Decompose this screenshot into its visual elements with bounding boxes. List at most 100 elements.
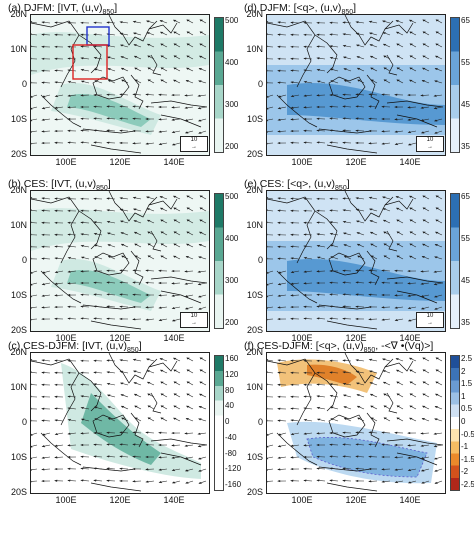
reference-vector-box: 10 → <box>180 312 208 328</box>
wind-arrow-head <box>146 208 151 211</box>
wind-arrow-head <box>396 255 401 258</box>
wind-arrow-head <box>316 244 321 248</box>
wind-arrow-head <box>31 271 33 274</box>
wind-arrow-head <box>160 417 165 420</box>
wind-arrow-head <box>54 479 58 482</box>
wind-arrow-head <box>316 209 320 212</box>
wind-arrow-head <box>186 67 190 70</box>
wind-arrow-head <box>303 117 307 121</box>
wind-arrow-head <box>199 381 203 384</box>
lat-tick-label: 10N <box>10 382 27 392</box>
wind-arrow-head <box>355 467 359 470</box>
wind-arrow-head <box>277 107 282 110</box>
wind-arrow-head <box>290 317 294 320</box>
wind-arrow-head <box>106 382 111 385</box>
wind-arrow-head <box>409 369 413 372</box>
wind-arrow-head <box>67 209 71 212</box>
wind-arrow-head <box>342 220 347 223</box>
wind-vectors <box>31 357 207 484</box>
wind-arrow-head <box>434 244 439 247</box>
wind-arrow-head <box>160 67 165 70</box>
wind-arrow-head <box>119 141 123 145</box>
wind-arrow-head <box>433 94 437 97</box>
coast-segment <box>396 452 438 466</box>
wind-arrow-head <box>184 119 189 122</box>
wind-arrow <box>267 372 274 374</box>
wind-arrow-head <box>132 269 136 272</box>
coast-segment <box>130 250 144 286</box>
coast-segment <box>276 432 318 466</box>
wind-arrow-head <box>381 93 385 96</box>
coast-segment <box>384 22 414 34</box>
shading <box>267 353 445 493</box>
lon-tick-label: 100E <box>55 333 77 343</box>
wind-arrow-head <box>303 45 307 48</box>
wind-arrow-head <box>396 381 400 384</box>
wind-arrow-head <box>186 55 190 58</box>
wind-arrow-head <box>158 443 162 447</box>
wind-arrow-head <box>407 294 411 297</box>
wind-arrow <box>31 197 38 200</box>
wind-arrow-head <box>316 233 320 236</box>
wind-arrow-head <box>420 432 424 435</box>
wind-arrow-head <box>368 129 372 133</box>
colorbar-tick-label: 55 <box>461 234 470 243</box>
wind-arrow-head <box>316 45 320 48</box>
map-area <box>30 352 210 494</box>
wind-arrow-head <box>80 244 85 248</box>
wind-arrow-head <box>409 55 414 58</box>
wind-arrow-head <box>199 31 204 34</box>
wind-arrow-head <box>355 93 359 96</box>
wind-arrow <box>31 444 38 447</box>
wind-arrow-head <box>303 245 307 248</box>
wind-arrow-head <box>198 469 202 472</box>
wind-arrow-head <box>329 305 333 308</box>
wind-arrow-head <box>145 142 149 145</box>
lat-tick-label: 10N <box>10 44 27 54</box>
wind-arrow-head <box>277 245 281 248</box>
wind-arrow-head <box>290 383 294 386</box>
wind-arrow-head <box>368 269 372 272</box>
wind-arrow-head <box>171 307 176 310</box>
lat-tick-label: 0 <box>21 79 27 89</box>
wind-arrow-head <box>41 419 45 422</box>
wind-arrow-head <box>329 105 333 108</box>
wind-arrow-head <box>54 141 58 144</box>
wind-arrow-head <box>368 358 373 361</box>
wind-arrow-head <box>267 295 269 298</box>
wind-arrow-head <box>329 359 333 362</box>
lat-tick-label: 20N <box>246 347 263 357</box>
wind-arrow-head <box>132 142 136 145</box>
wind-arrow-head <box>80 443 84 447</box>
colorbar <box>450 355 460 491</box>
wind-arrow-head <box>54 433 59 436</box>
wind-arrow-head <box>433 119 438 122</box>
wind-arrow-head <box>93 105 97 108</box>
colorbar-tick-label: 40 <box>225 401 234 411</box>
lat-tick-label: 20N <box>10 9 27 19</box>
wind-arrow-head <box>199 369 204 372</box>
wind-arrow-head <box>198 406 203 409</box>
wind-arrow-head <box>356 405 361 408</box>
wind-arrow-head <box>355 220 360 223</box>
wind-arrow-head <box>355 32 360 35</box>
wind-arrow <box>267 306 274 309</box>
coast-segment <box>40 270 82 304</box>
wind-arrow-head <box>106 443 110 446</box>
wind-arrow-head <box>382 219 387 222</box>
colorbar-tick-label: 65 <box>461 16 470 25</box>
coast-segment <box>90 320 142 330</box>
wind-arrow-head <box>184 457 189 460</box>
wind-arrow-head <box>396 55 401 58</box>
wind-arrow-head <box>407 143 412 146</box>
lat-tick-label: 20N <box>10 185 27 195</box>
wind-arrow-head <box>54 106 58 109</box>
wind-arrow-head <box>277 271 282 274</box>
wind-arrow-head <box>171 106 175 109</box>
wind-arrow-head <box>368 281 372 284</box>
wind-arrow-head <box>435 55 439 58</box>
wind-arrow-head <box>290 45 294 48</box>
wind-arrow-head <box>420 282 424 285</box>
wind-arrow-head <box>93 232 98 235</box>
wind-arrow-head <box>147 255 152 258</box>
